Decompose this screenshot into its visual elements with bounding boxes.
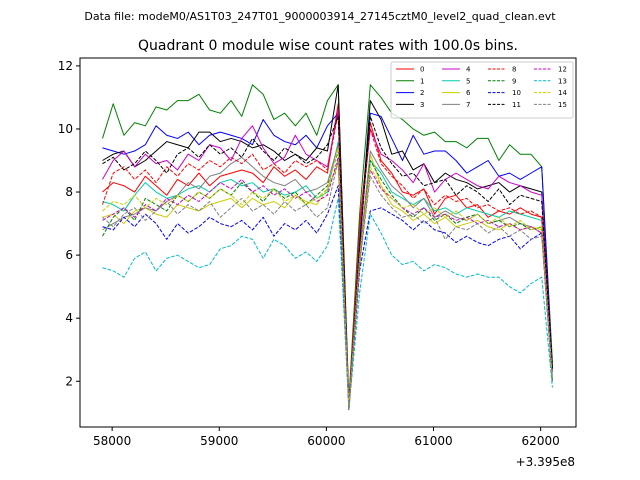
legend (390, 61, 574, 119)
x-tick-label: 58000 (93, 434, 131, 448)
x-tick-label: 61000 (414, 434, 452, 448)
legend-label-11: 11 (512, 101, 521, 109)
legend-label-0: 0 (420, 66, 424, 74)
legend-label-2: 2 (420, 89, 424, 97)
y-tick-label: 6 (65, 248, 73, 262)
x-tick-label: 62000 (522, 434, 560, 448)
series-line-11 (102, 115, 553, 407)
legend-label-7: 7 (466, 101, 470, 109)
legend-label-8: 8 (512, 66, 516, 74)
legend-label-14: 14 (558, 89, 567, 97)
suptitle: Data file: modeM0/AS1T03_247T01_90000039… (84, 10, 556, 23)
legend-label-13: 13 (558, 77, 567, 85)
series-line-4 (102, 109, 553, 407)
legend-label-12: 12 (558, 66, 567, 74)
series-line-12 (102, 156, 553, 407)
legend-label-10: 10 (512, 89, 521, 97)
legend-label-6: 6 (466, 89, 471, 97)
legend-label-3: 3 (420, 101, 424, 109)
chart-title: Quadrant 0 module wise count rates with … (138, 38, 518, 54)
series-line-2 (102, 112, 553, 407)
plot-frame (79, 57, 577, 428)
series-line-14 (102, 147, 553, 407)
x-offset-label: +3.395e8 (516, 455, 575, 469)
legend-label-9: 9 (512, 77, 516, 85)
series-line-1 (102, 84, 553, 401)
legend-label-5: 5 (466, 77, 470, 85)
series-line-10 (102, 185, 553, 411)
x-tick-label: 59000 (200, 434, 238, 448)
y-tick-label: 12 (58, 59, 73, 73)
legend-label-1: 1 (420, 77, 424, 85)
y-tick-label: 8 (65, 185, 73, 199)
y-tick-label: 2 (65, 374, 73, 388)
series-line-15 (102, 160, 553, 411)
x-tick-label: 60000 (307, 434, 345, 448)
series-line-0 (102, 103, 553, 404)
series-line-13 (102, 197, 553, 411)
legend-label-15: 15 (558, 101, 567, 109)
series-line-3 (102, 84, 553, 411)
y-tick-label: 4 (65, 311, 73, 325)
y-tick-label: 10 (58, 122, 73, 136)
series-line-7 (102, 144, 553, 407)
series-line-8 (102, 112, 553, 407)
legend-label-4: 4 (466, 66, 471, 74)
